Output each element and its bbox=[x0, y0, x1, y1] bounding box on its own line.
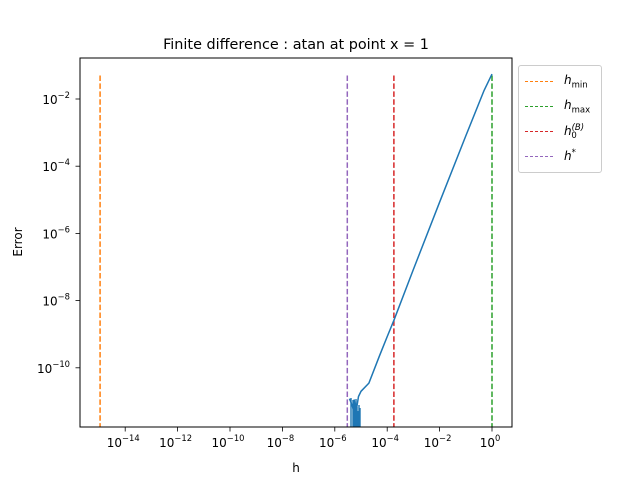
chart-title: Finite difference : atan at point x = 1 bbox=[163, 37, 429, 53]
y-axis-label: Error bbox=[11, 227, 25, 256]
error-series bbox=[348, 73, 493, 427]
x-axis-ticks: 10−14 10−12 10−10 10−8 10−6 10−4 10−2 100 bbox=[107, 427, 500, 450]
legend-label: hmax bbox=[564, 98, 591, 116]
legend-item: h* bbox=[519, 145, 601, 169]
legend-label: h* bbox=[564, 148, 576, 163]
legend-swatch bbox=[525, 131, 553, 132]
legend-item: h(B)0 bbox=[519, 120, 601, 144]
legend-swatch bbox=[525, 81, 553, 82]
legend-swatch bbox=[525, 106, 553, 107]
x-axis-label: h bbox=[292, 461, 300, 475]
legend-item: hmax bbox=[519, 95, 601, 119]
legend-label: h(B)0 bbox=[564, 123, 585, 142]
axes-frame bbox=[79, 57, 513, 428]
legend-item: hmin bbox=[519, 70, 601, 94]
vertical-reference-lines bbox=[99, 75, 493, 427]
plot-area bbox=[79, 57, 513, 428]
legend: hmin hmax h(B)0 h* bbox=[518, 65, 602, 173]
legend-label: hmin bbox=[564, 73, 588, 91]
legend-swatch bbox=[525, 156, 553, 157]
